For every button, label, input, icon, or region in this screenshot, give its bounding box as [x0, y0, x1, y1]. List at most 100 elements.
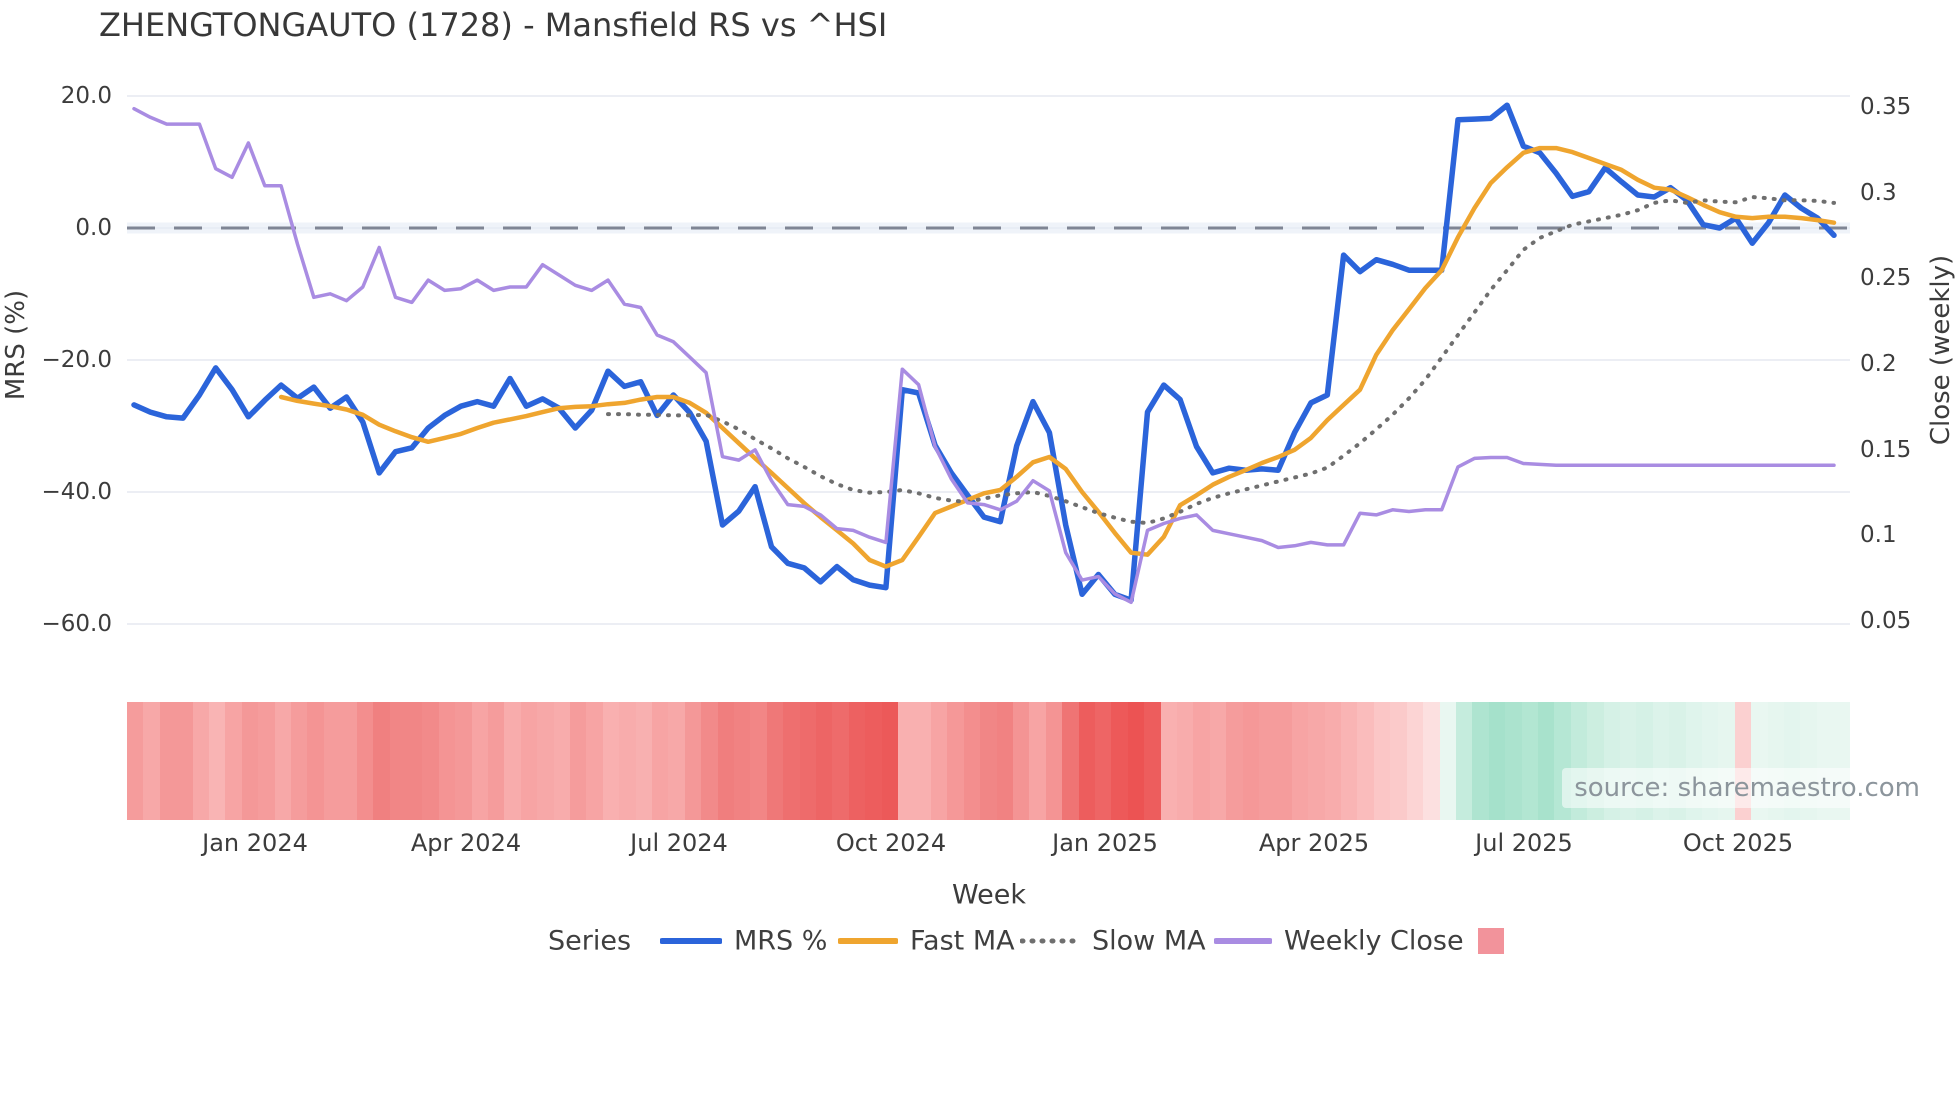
heat-cell-60 — [1111, 702, 1128, 820]
heat-cell-43 — [832, 702, 849, 820]
heat-cell-50 — [947, 702, 964, 820]
right-tick-035: 0.35 — [1860, 94, 1912, 120]
heat-cell-40 — [783, 702, 800, 820]
heat-cell-42 — [816, 702, 833, 820]
right-tick-005: 0.05 — [1860, 608, 1912, 634]
heat-cell-46 — [881, 702, 899, 820]
legend-title: Series — [548, 925, 632, 957]
heat-cell-0 — [127, 702, 144, 820]
heat-cell-80 — [1439, 702, 1456, 820]
xtick-apr-2024: Apr 2024 — [410, 829, 522, 857]
heat-cell-69 — [1259, 702, 1276, 820]
heat-cell-64 — [1177, 702, 1194, 820]
heat-cell-16 — [389, 702, 406, 820]
heat-cell-29 — [602, 702, 620, 820]
heat-cell-9 — [274, 702, 292, 820]
legend-label-mrs: MRS % — [734, 925, 828, 957]
heat-cell-52 — [980, 702, 997, 820]
heat-cell-38 — [750, 702, 767, 820]
heat-cell-2 — [159, 702, 177, 820]
heat-cell-63 — [1160, 702, 1177, 820]
xtick-jul-2024: Jul 2024 — [630, 829, 728, 857]
right-axis-label: Close (weekly) — [1926, 254, 1956, 446]
heat-cell-19 — [438, 702, 456, 820]
heat-cell-34 — [684, 702, 702, 820]
right-tick-01: 0.1 — [1860, 522, 1897, 548]
heat-cell-66 — [1209, 702, 1227, 820]
legend-swatch-slow-ma — [1020, 938, 1078, 944]
heat-cell-33 — [668, 702, 685, 820]
heat-cell-73 — [1324, 702, 1342, 820]
heat-cell-79 — [1423, 702, 1440, 820]
heat-cell-51 — [963, 702, 981, 820]
heat-cell-7 — [241, 702, 259, 820]
left-tick-n60: −60.0 — [41, 611, 112, 637]
heat-cell-24 — [520, 702, 538, 820]
legend-swatch-weekly-close — [1214, 938, 1272, 944]
left-tick-n20: −20.0 — [41, 347, 112, 373]
heat-cell-13 — [340, 702, 357, 820]
heat-cell-22 — [487, 702, 505, 820]
left-tick-20: 20.0 — [60, 83, 112, 109]
heat-cell-41 — [799, 702, 817, 820]
legend-swatch-heatmap — [1478, 928, 1504, 954]
right-tick-02: 0.2 — [1860, 351, 1897, 377]
heat-cell-14 — [356, 702, 374, 820]
heat-cell-62 — [1144, 702, 1161, 820]
heat-cell-68 — [1242, 702, 1260, 820]
x-axis-label: Week — [952, 879, 1026, 911]
heat-cell-20 — [455, 702, 472, 820]
heat-cell-56 — [1045, 702, 1063, 820]
source-attribution: source: sharemaestro.com — [1562, 768, 1932, 808]
heat-cell-21 — [471, 702, 488, 820]
heat-cell-58 — [1078, 702, 1095, 820]
heat-cell-59 — [1094, 702, 1112, 820]
heat-cell-82 — [1472, 702, 1489, 820]
heat-cell-54 — [1012, 702, 1030, 820]
heat-cell-5 — [209, 702, 226, 820]
right-tick-015: 0.15 — [1860, 437, 1912, 463]
heat-cell-17 — [405, 702, 423, 820]
heat-cell-23 — [504, 702, 521, 820]
heat-cell-32 — [652, 702, 669, 820]
xtick-jul-2025: Jul 2025 — [1475, 829, 1573, 857]
chart-title: ZHENGTONGAUTO (1728) - Mansfield RS vs ^… — [99, 6, 888, 44]
heat-cell-75 — [1357, 702, 1374, 820]
heat-cell-18 — [422, 702, 439, 820]
heat-cell-10 — [291, 702, 308, 820]
heat-cell-78 — [1406, 702, 1424, 820]
heat-cell-71 — [1291, 702, 1309, 820]
heat-cell-47 — [898, 702, 915, 820]
heat-cell-74 — [1341, 702, 1358, 820]
legend-label-slow-ma: Slow MA — [1092, 925, 1206, 957]
heat-cell-53 — [996, 702, 1013, 820]
heat-cell-72 — [1308, 702, 1325, 820]
heat-cell-76 — [1373, 702, 1391, 820]
heat-cell-86 — [1537, 702, 1555, 820]
xtick-oct-2025: Oct 2025 — [1682, 829, 1794, 857]
legend-swatch-mrs — [660, 938, 722, 944]
left-tick-0: 0.0 — [75, 215, 112, 241]
legend-label-fast-ma: Fast MA — [910, 925, 1015, 957]
heat-cell-44 — [848, 702, 866, 820]
heat-cell-1 — [143, 702, 160, 820]
heat-cell-84 — [1505, 702, 1522, 820]
heat-cell-4 — [192, 702, 210, 820]
right-tick-025: 0.25 — [1860, 265, 1912, 291]
legend-label-weekly-close: Weekly Close — [1284, 925, 1464, 957]
heat-cell-37 — [734, 702, 751, 820]
xtick-jan-2024: Jan 2024 — [202, 829, 308, 857]
legend-swatch-fast-ma — [838, 938, 898, 944]
heat-cell-26 — [553, 702, 570, 820]
heat-cell-30 — [619, 702, 636, 820]
xtick-apr-2025: Apr 2025 — [1258, 829, 1370, 857]
heat-cell-57 — [1062, 702, 1079, 820]
heat-cell-31 — [635, 702, 652, 820]
heat-cell-61 — [1127, 702, 1145, 820]
heat-cell-25 — [537, 702, 554, 820]
heat-cell-8 — [258, 702, 275, 820]
left-axis-label: MRS (%) — [1, 289, 31, 401]
legend: Series MRS % Fast MA Slow MA Weekly Clos… — [0, 922, 1960, 960]
heat-cell-77 — [1390, 702, 1407, 820]
